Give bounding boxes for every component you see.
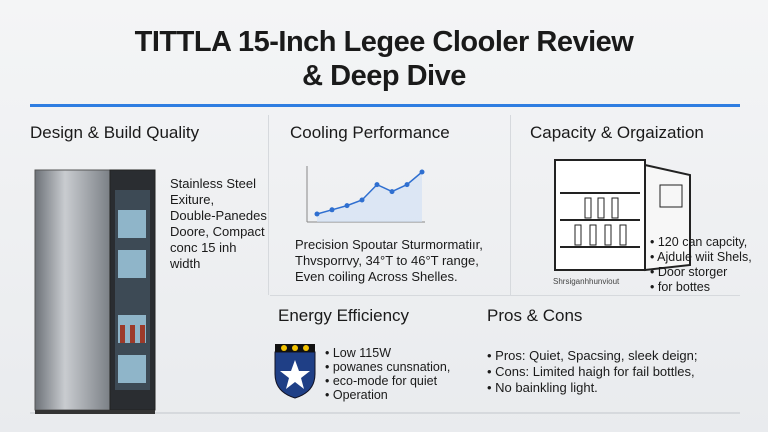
bullet: No bainkling light. [487, 380, 698, 396]
text-line: Doore, Compact [170, 224, 265, 239]
point [359, 197, 365, 203]
text-line: eco-mode for quiet [325, 374, 450, 388]
rule [30, 104, 740, 107]
title-line: & Deep Dive [302, 60, 466, 92]
area [317, 172, 422, 222]
bullet: Cons: Limited haigh for fail bottles, [487, 364, 698, 380]
bullet: Ajdule wiit Shels, [650, 250, 752, 265]
capacity-list: 120 can capcity,Ajdule wiit Shels,Door s… [650, 235, 752, 295]
bullet: Door storger [650, 265, 752, 280]
text-line: Stainless Steel [170, 176, 256, 191]
pros-cons-list: Pros: Quiet, Spacsing, sleek deign;Cons:… [487, 348, 698, 396]
energy-badge [274, 344, 316, 399]
point [374, 182, 380, 188]
section-heading: Pros & Cons [487, 306, 583, 325]
bullet: for bottes [650, 280, 752, 295]
point [419, 169, 425, 175]
fridge-illustration [34, 169, 156, 414]
text-line: Precision Spoutar Sturmormatiır, [295, 237, 483, 252]
title-line: TITTLA 15-Inch Legee Clooler Review [134, 26, 634, 58]
section-heading: Capacity & Orgaization [530, 123, 704, 142]
bullet: 120 can capcity, [650, 235, 752, 250]
divider [30, 412, 740, 414]
section-heading: Design & Build Quality [30, 123, 200, 142]
energy-text: Low 115Wpowanes cunsnation,eco-mode for … [325, 346, 450, 402]
text-line: Exiture, [170, 192, 215, 207]
point [329, 207, 335, 213]
section-heading: Energy Efficiency [278, 306, 410, 325]
line [316, 171, 423, 215]
point [389, 189, 395, 195]
point [404, 182, 410, 188]
cooler-open-illustration [554, 159, 691, 272]
divider [270, 295, 740, 296]
cooling-text: Precision Spoutar Sturmormatiır, Thvsporr… [295, 237, 483, 285]
point [314, 211, 320, 217]
point [344, 203, 350, 209]
text-line: width [170, 256, 201, 271]
bullet: Pros: Quiet, Spacsing, sleek deign; [487, 348, 697, 364]
text-line: Operation [325, 388, 450, 402]
caption: Shrsiganhhunviout [553, 277, 620, 286]
text-line: conc 15 inh [170, 240, 237, 255]
text-line: Even coiling Across Shelles. [295, 269, 458, 284]
text-line: Double-Panedes [170, 208, 267, 223]
text-line: powanes cunsnation, [325, 360, 450, 374]
text-line: Low 115W [325, 346, 450, 360]
divider [510, 115, 511, 295]
mini-chart [306, 166, 425, 223]
section-heading: Cooling Performance [290, 123, 450, 142]
design-text: Stainless Steel Exiture, Double-Panedes Doo… [170, 176, 267, 272]
text-line: Thvsporrvy, 34°T to 46°T range, [295, 253, 479, 268]
divider [268, 115, 269, 295]
